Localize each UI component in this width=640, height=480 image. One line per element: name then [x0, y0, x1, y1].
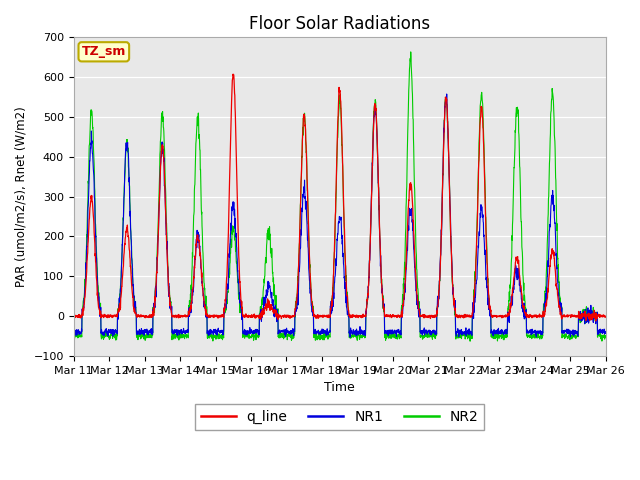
Text: TZ_sm: TZ_sm — [82, 45, 126, 58]
NR2 — [467, 338, 474, 344]
NR1 — [218, 327, 226, 333]
NR2 — [602, 333, 609, 339]
NR2 — [367, 234, 374, 240]
NR1 — [367, 230, 374, 236]
NR1 — [355, 331, 363, 337]
NR2 — [218, 333, 226, 338]
NR1 — [570, 332, 578, 337]
q_line — [602, 314, 609, 320]
X-axis label: Time: Time — [324, 381, 355, 394]
NR1 — [556, 296, 563, 301]
NR2 — [355, 333, 363, 338]
NR2 — [495, 335, 502, 341]
NR2 — [556, 279, 563, 285]
NR1 — [443, 91, 451, 97]
Line: NR2: NR2 — [74, 52, 605, 341]
NR2 — [70, 334, 77, 339]
q_line — [570, 313, 577, 319]
q_line — [70, 312, 77, 318]
Line: q_line: q_line — [74, 74, 605, 321]
q_line — [592, 318, 600, 324]
Line: NR1: NR1 — [74, 94, 605, 337]
NR1 — [70, 327, 77, 333]
Y-axis label: PAR (umol/m2/s), Rnet (W/m2): PAR (umol/m2/s), Rnet (W/m2) — [15, 106, 28, 287]
q_line — [355, 313, 363, 319]
NR1 — [495, 325, 502, 331]
NR2 — [407, 49, 415, 55]
q_line — [218, 312, 226, 318]
NR1 — [602, 330, 609, 336]
q_line — [367, 226, 374, 231]
Title: Floor Solar Radiations: Floor Solar Radiations — [249, 15, 430, 33]
q_line — [555, 303, 563, 309]
q_line — [229, 71, 237, 77]
NR2 — [570, 334, 578, 339]
Legend: q_line, NR1, NR2: q_line, NR1, NR2 — [195, 404, 484, 430]
q_line — [494, 313, 502, 319]
NR1 — [346, 334, 354, 340]
